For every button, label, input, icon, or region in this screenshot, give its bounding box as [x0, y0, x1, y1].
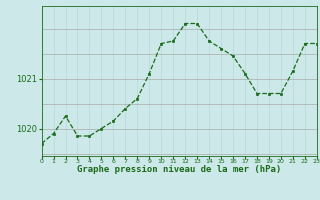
- X-axis label: Graphe pression niveau de la mer (hPa): Graphe pression niveau de la mer (hPa): [77, 165, 281, 174]
